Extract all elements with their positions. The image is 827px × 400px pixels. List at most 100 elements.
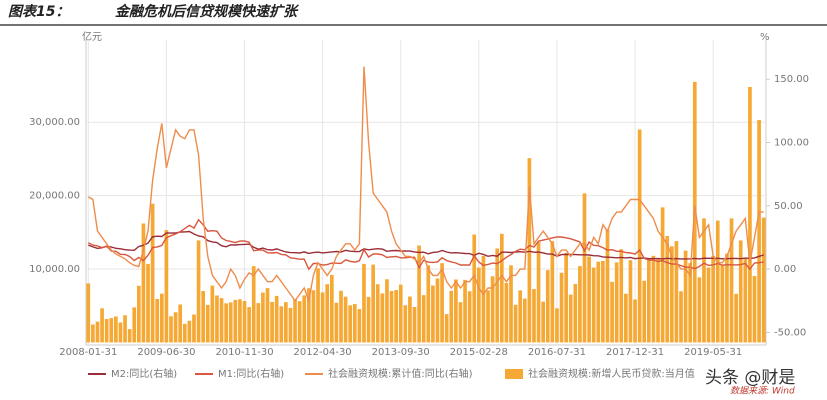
bar	[339, 290, 343, 343]
bar	[683, 250, 688, 343]
bar	[421, 295, 426, 343]
bar	[449, 290, 454, 343]
bar	[761, 217, 766, 343]
bar	[270, 301, 274, 343]
bar	[352, 304, 357, 343]
bar	[362, 263, 366, 343]
bar	[633, 299, 637, 343]
bar	[591, 267, 596, 343]
x-tick-label: 2016-07-31	[528, 347, 586, 358]
y2-tick-label: 0.00	[774, 264, 796, 275]
line	[88, 230, 764, 260]
bar	[587, 256, 591, 343]
bar	[444, 314, 449, 343]
bar	[559, 272, 564, 343]
figure-label: 图表15：	[8, 3, 69, 20]
bar	[541, 301, 545, 343]
y-unit: 亿元	[82, 30, 102, 43]
bar	[499, 233, 504, 343]
bar	[123, 315, 127, 343]
bar	[334, 302, 339, 343]
bar	[169, 316, 173, 343]
bar	[137, 285, 141, 343]
bar	[610, 281, 614, 343]
x-tick-label: 2015-02-28	[450, 347, 508, 358]
bar	[403, 305, 408, 343]
x-tick-label: 2012-04-30	[294, 347, 352, 358]
bar	[752, 275, 757, 343]
bar	[146, 263, 150, 343]
bar	[738, 240, 743, 343]
bar	[357, 309, 362, 343]
bar	[389, 291, 394, 343]
bar	[647, 260, 651, 343]
x-tick-label: 2008-01-31	[59, 347, 117, 358]
bar	[715, 220, 720, 343]
bar	[311, 290, 316, 343]
bar	[238, 299, 242, 343]
x-tick-label: 2017-12-31	[606, 347, 664, 358]
bar	[757, 120, 761, 343]
bar	[568, 294, 573, 343]
bar	[582, 193, 587, 343]
bar	[495, 248, 500, 343]
bar	[371, 264, 375, 343]
bar	[210, 285, 215, 343]
legend-swatch	[505, 369, 523, 379]
bar	[412, 307, 417, 343]
bar	[380, 293, 385, 343]
bar	[316, 268, 320, 343]
bar	[348, 305, 353, 343]
bar	[417, 245, 421, 343]
bar	[114, 316, 118, 343]
bar	[729, 218, 734, 343]
y2-unit: %	[760, 32, 770, 43]
source-note: 数据来源: Wind	[730, 386, 795, 397]
bar	[536, 241, 541, 343]
x-tick-label: 2019-05-31	[684, 347, 742, 358]
bar	[132, 307, 137, 343]
bar	[679, 291, 683, 343]
bar	[734, 293, 738, 343]
bar	[656, 258, 660, 343]
line	[87, 66, 764, 304]
bar	[293, 299, 297, 343]
bar	[173, 312, 178, 343]
bar	[527, 158, 532, 343]
bar	[100, 308, 104, 343]
bar	[325, 284, 330, 343]
bar	[573, 284, 578, 343]
bar	[91, 324, 95, 343]
bar	[605, 229, 610, 343]
bar	[477, 267, 481, 343]
bar	[748, 86, 752, 343]
bar	[86, 283, 91, 343]
bar	[426, 265, 431, 343]
bar	[614, 262, 619, 343]
bar	[242, 301, 247, 343]
bar	[205, 304, 210, 343]
y2-tick-label: 50.00	[774, 201, 803, 212]
bar	[624, 293, 628, 343]
bar	[669, 246, 674, 343]
bar	[307, 288, 311, 343]
bar	[435, 278, 440, 343]
bar	[385, 279, 389, 343]
bar	[467, 291, 472, 343]
bar	[665, 235, 670, 343]
bar	[109, 318, 114, 343]
bar	[141, 223, 146, 343]
y2-tick-label: 150.00	[774, 74, 809, 85]
bar	[697, 277, 702, 343]
legend-label: M1:同比(右轴)	[218, 367, 284, 380]
bar	[261, 292, 265, 343]
bar	[284, 302, 288, 343]
bar	[366, 296, 371, 343]
bar	[297, 301, 302, 343]
bar	[532, 289, 536, 343]
bar	[279, 306, 284, 343]
legend-label: 社会融资规模:累计值:同比(右轴)	[328, 367, 473, 380]
bar	[256, 303, 261, 343]
bar	[472, 234, 477, 343]
